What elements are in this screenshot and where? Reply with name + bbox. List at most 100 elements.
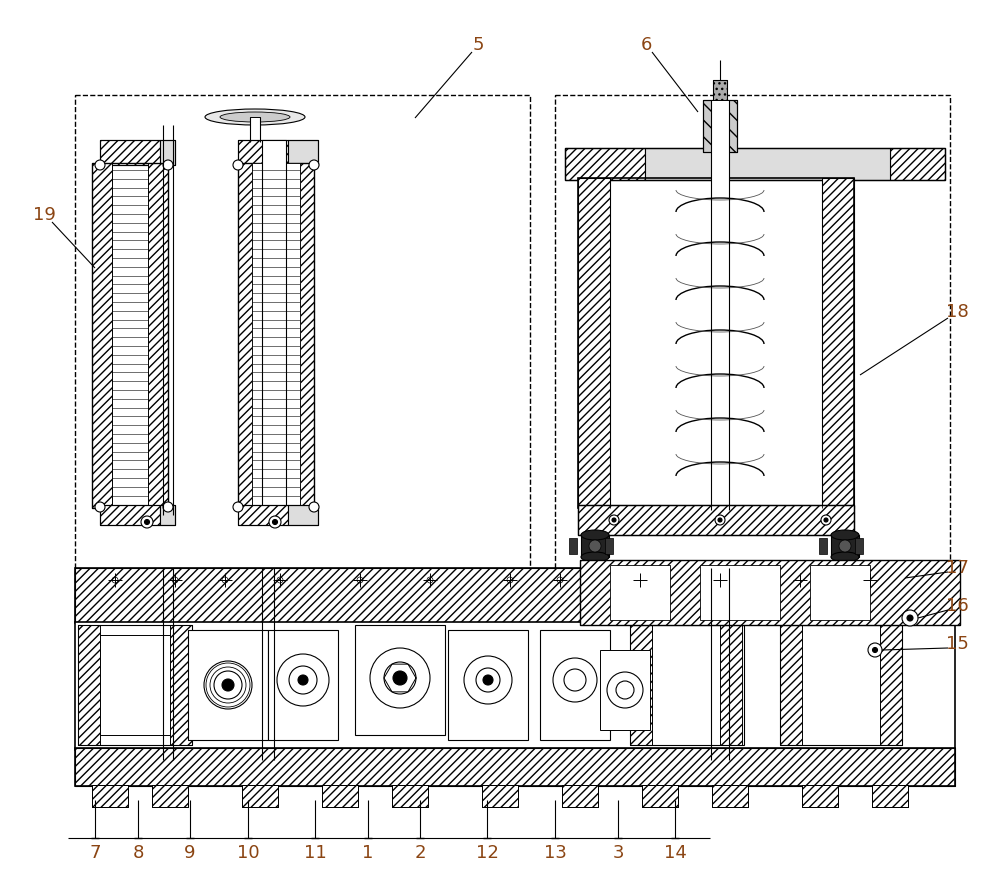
Bar (703, 100, 737, 152)
Bar (355, 625, 445, 735)
Bar (160, 505, 175, 525)
Bar (188, 630, 268, 740)
Bar (170, 625, 192, 745)
Bar (92, 785, 128, 807)
Bar (92, 785, 128, 807)
Ellipse shape (205, 109, 305, 125)
Text: 13: 13 (544, 844, 566, 862)
Bar (642, 785, 678, 807)
Text: 6: 6 (640, 36, 652, 54)
Bar (645, 148, 890, 180)
Bar (482, 785, 518, 807)
Circle shape (298, 675, 308, 685)
Ellipse shape (220, 112, 290, 122)
Circle shape (214, 671, 242, 699)
Circle shape (309, 502, 319, 512)
Text: 5: 5 (472, 36, 484, 54)
Bar (630, 625, 652, 745)
Bar (148, 163, 168, 508)
Bar (268, 630, 338, 740)
Circle shape (907, 615, 913, 621)
Bar (540, 630, 610, 740)
Ellipse shape (581, 552, 609, 562)
Circle shape (718, 518, 722, 522)
Bar (711, 100, 729, 510)
Circle shape (483, 675, 493, 685)
Bar (75, 568, 955, 623)
Bar (160, 140, 175, 165)
Bar (322, 785, 358, 807)
Bar (720, 625, 742, 745)
Bar (703, 100, 737, 152)
Ellipse shape (581, 530, 609, 540)
Bar (890, 148, 945, 180)
Bar (822, 178, 854, 508)
Bar (855, 538, 863, 554)
Text: 16: 16 (946, 597, 968, 615)
Bar (555, 95, 950, 610)
Bar (562, 785, 598, 807)
Text: 12: 12 (476, 844, 498, 862)
Bar (780, 625, 802, 745)
Bar (802, 785, 838, 807)
Bar (700, 565, 780, 620)
Bar (802, 785, 838, 807)
Bar (565, 148, 945, 180)
Bar (578, 178, 610, 508)
Bar (580, 560, 960, 625)
Circle shape (95, 160, 105, 170)
Bar (242, 785, 278, 807)
Circle shape (204, 661, 252, 709)
Bar (252, 163, 300, 508)
Text: 7: 7 (89, 844, 101, 862)
Bar (75, 748, 955, 786)
Circle shape (144, 519, 150, 524)
Bar (242, 785, 278, 807)
Circle shape (868, 643, 882, 657)
Bar (610, 565, 670, 620)
Ellipse shape (831, 530, 859, 540)
Bar (780, 625, 902, 745)
Bar (810, 565, 870, 620)
Bar (100, 140, 160, 165)
Bar (262, 140, 286, 508)
Circle shape (464, 656, 512, 704)
Circle shape (476, 668, 500, 692)
Bar (78, 625, 192, 745)
Circle shape (277, 654, 329, 706)
Text: 14: 14 (664, 844, 686, 862)
Circle shape (872, 647, 878, 652)
Circle shape (393, 671, 407, 685)
Circle shape (141, 516, 153, 528)
Bar (600, 650, 650, 730)
Circle shape (715, 515, 725, 525)
Bar (92, 163, 168, 508)
Circle shape (233, 502, 243, 512)
Bar (75, 748, 955, 786)
Bar (78, 625, 100, 745)
Circle shape (564, 669, 586, 691)
Bar (392, 785, 428, 807)
Circle shape (163, 160, 173, 170)
Ellipse shape (831, 552, 859, 562)
Circle shape (824, 518, 828, 522)
Circle shape (384, 662, 416, 694)
Text: 11: 11 (304, 844, 326, 862)
Bar (713, 80, 727, 102)
Circle shape (222, 679, 234, 691)
Bar (569, 538, 577, 554)
Bar (578, 505, 854, 535)
Circle shape (612, 518, 616, 522)
Text: 18: 18 (946, 303, 968, 321)
Bar (578, 505, 854, 535)
Bar (288, 140, 318, 165)
Bar (872, 785, 908, 807)
Bar (152, 785, 188, 807)
Circle shape (370, 648, 430, 708)
Bar (392, 785, 428, 807)
Bar (872, 785, 908, 807)
Circle shape (163, 502, 173, 512)
Text: 3: 3 (612, 844, 624, 862)
Bar (238, 140, 288, 165)
Bar (605, 538, 613, 554)
